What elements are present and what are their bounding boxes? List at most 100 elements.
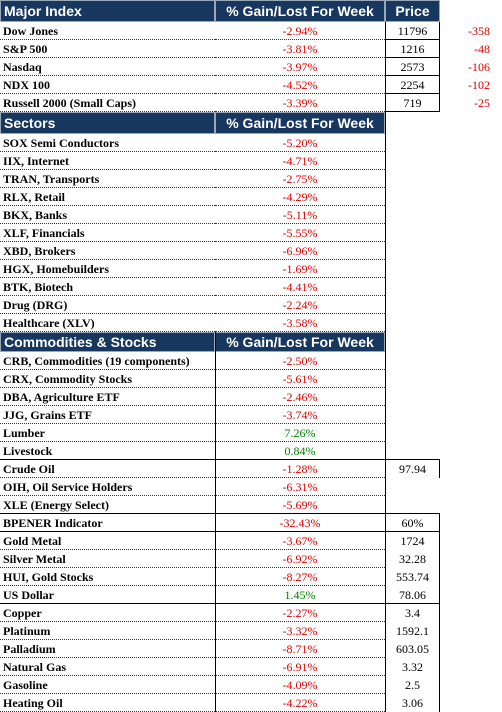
row-label: Silver Metal — [0, 550, 215, 568]
column-header: Price — [385, 0, 440, 22]
section-header: Commodities & Stocks — [0, 332, 215, 352]
row-label: Healthcare (XLV) — [0, 314, 215, 332]
percent-change: -4.29% — [215, 188, 385, 206]
row-label: Russell 2000 (Small Caps) — [0, 94, 215, 112]
row-label: RLX, Retail — [0, 188, 215, 206]
price: 78.06 — [385, 586, 440, 604]
percent-change: -6.92% — [215, 550, 385, 568]
row-label: Lumber — [0, 424, 215, 442]
row-label: Copper — [0, 604, 215, 622]
percent-change: -6.91% — [215, 658, 385, 676]
price: 3.06 — [385, 694, 440, 712]
price: 60% — [385, 514, 440, 532]
row-label: BKX, Banks — [0, 206, 215, 224]
row-label: NDX 100 — [0, 76, 215, 94]
separator — [0, 513, 440, 514]
row-label: JJG, Grains ETF — [0, 406, 215, 424]
percent-change: -1.69% — [215, 260, 385, 278]
percent-change: -5.20% — [215, 134, 385, 152]
row-label: HGX, Homebuilders — [0, 260, 215, 278]
row-label: XBD, Brokers — [0, 242, 215, 260]
percent-change: -4.22% — [215, 694, 385, 712]
row-label: XLF, Financials — [0, 224, 215, 242]
row-label: OIH, Oil Service Holders — [0, 478, 215, 496]
percent-change: -3.74% — [215, 406, 385, 424]
percent-change: -5.61% — [215, 370, 385, 388]
percent-change: -6.31% — [215, 478, 385, 496]
separator — [0, 459, 440, 460]
percent-change: -2.46% — [215, 388, 385, 406]
row-label: CRX, Commodity Stocks — [0, 370, 215, 388]
row-label: Palladium — [0, 640, 215, 658]
percent-change: -2.75% — [215, 170, 385, 188]
point-change: -106 — [468, 60, 490, 74]
price: 3.4 — [385, 604, 440, 622]
percent-change: -2.24% — [215, 296, 385, 314]
percent-change: 7.26% — [215, 424, 385, 442]
section-header: Sectors — [0, 112, 215, 134]
point-change: -25 — [474, 96, 490, 110]
row-label: Heating Oil — [0, 694, 215, 712]
point-change: -102 — [468, 78, 490, 92]
row-label: Nasdaq — [0, 58, 215, 76]
row-label: CRB, Commodities (19 components) — [0, 352, 215, 370]
row-label: DBA, Agriculture ETF — [0, 388, 215, 406]
row-label: IIX, Internet — [0, 152, 215, 170]
row-label: US Dollar — [0, 586, 215, 604]
row-label: Gasoline — [0, 676, 215, 694]
percent-change: 1.45% — [215, 586, 385, 604]
price: 2254 — [385, 76, 440, 94]
percent-change: -5.55% — [215, 224, 385, 242]
percent-change: -2.94% — [215, 22, 385, 40]
price: 603.05 — [385, 640, 440, 658]
row-label: TRAN, Transports — [0, 170, 215, 188]
percent-change: -1.28% — [215, 460, 385, 478]
point-change: -48 — [474, 42, 490, 56]
percent-change: 0.84% — [215, 442, 385, 460]
percent-change: -4.09% — [215, 676, 385, 694]
row-label: Livestock — [0, 442, 215, 460]
row-label: Gold Metal — [0, 532, 215, 550]
column-header: % Gain/Lost For Week — [215, 332, 385, 352]
row-label: Natural Gas — [0, 658, 215, 676]
point-change: -358 — [468, 24, 490, 38]
row-label: S&P 500 — [0, 40, 215, 58]
row-label: Platinum — [0, 622, 215, 640]
row-label: BTK, Biotech — [0, 278, 215, 296]
percent-change: -8.27% — [215, 568, 385, 586]
percent-change: -4.52% — [215, 76, 385, 94]
separator — [0, 603, 440, 604]
percent-change: -4.71% — [215, 152, 385, 170]
percent-change: -3.81% — [215, 40, 385, 58]
percent-change: -3.58% — [215, 314, 385, 332]
price: 1216 — [385, 40, 440, 58]
section-header: Major Index — [0, 0, 215, 22]
price: 1724 — [385, 532, 440, 550]
separator — [215, 332, 216, 712]
separator — [385, 112, 386, 712]
percent-change: -4.41% — [215, 278, 385, 296]
row-label: XLE (Energy Select) — [0, 496, 215, 514]
price: 719 — [385, 94, 440, 112]
price: 553.74 — [385, 568, 440, 586]
percent-change: -5.69% — [215, 496, 385, 514]
price: 2573 — [385, 58, 440, 76]
percent-change: -3.97% — [215, 58, 385, 76]
percent-change: -8.71% — [215, 640, 385, 658]
row-label: Dow Jones — [0, 22, 215, 40]
percent-change: -3.67% — [215, 532, 385, 550]
column-header: % Gain/Lost For Week — [215, 112, 385, 134]
price: 3.32 — [385, 658, 440, 676]
row-label: HUI, Gold Stocks — [0, 568, 215, 586]
percent-change: -2.50% — [215, 352, 385, 370]
row-label: SOX Semi Conductors — [0, 134, 215, 152]
row-label: Crude Oil — [0, 460, 215, 478]
percent-change: -6.96% — [215, 242, 385, 260]
percent-change: -5.11% — [215, 206, 385, 224]
price: 97.94 — [385, 460, 440, 478]
column-header: % Gain/Lost For Week — [215, 0, 385, 22]
row-label: BPENER Indicator — [0, 514, 215, 532]
percent-change: -3.39% — [215, 94, 385, 112]
percent-change: -3.32% — [215, 622, 385, 640]
